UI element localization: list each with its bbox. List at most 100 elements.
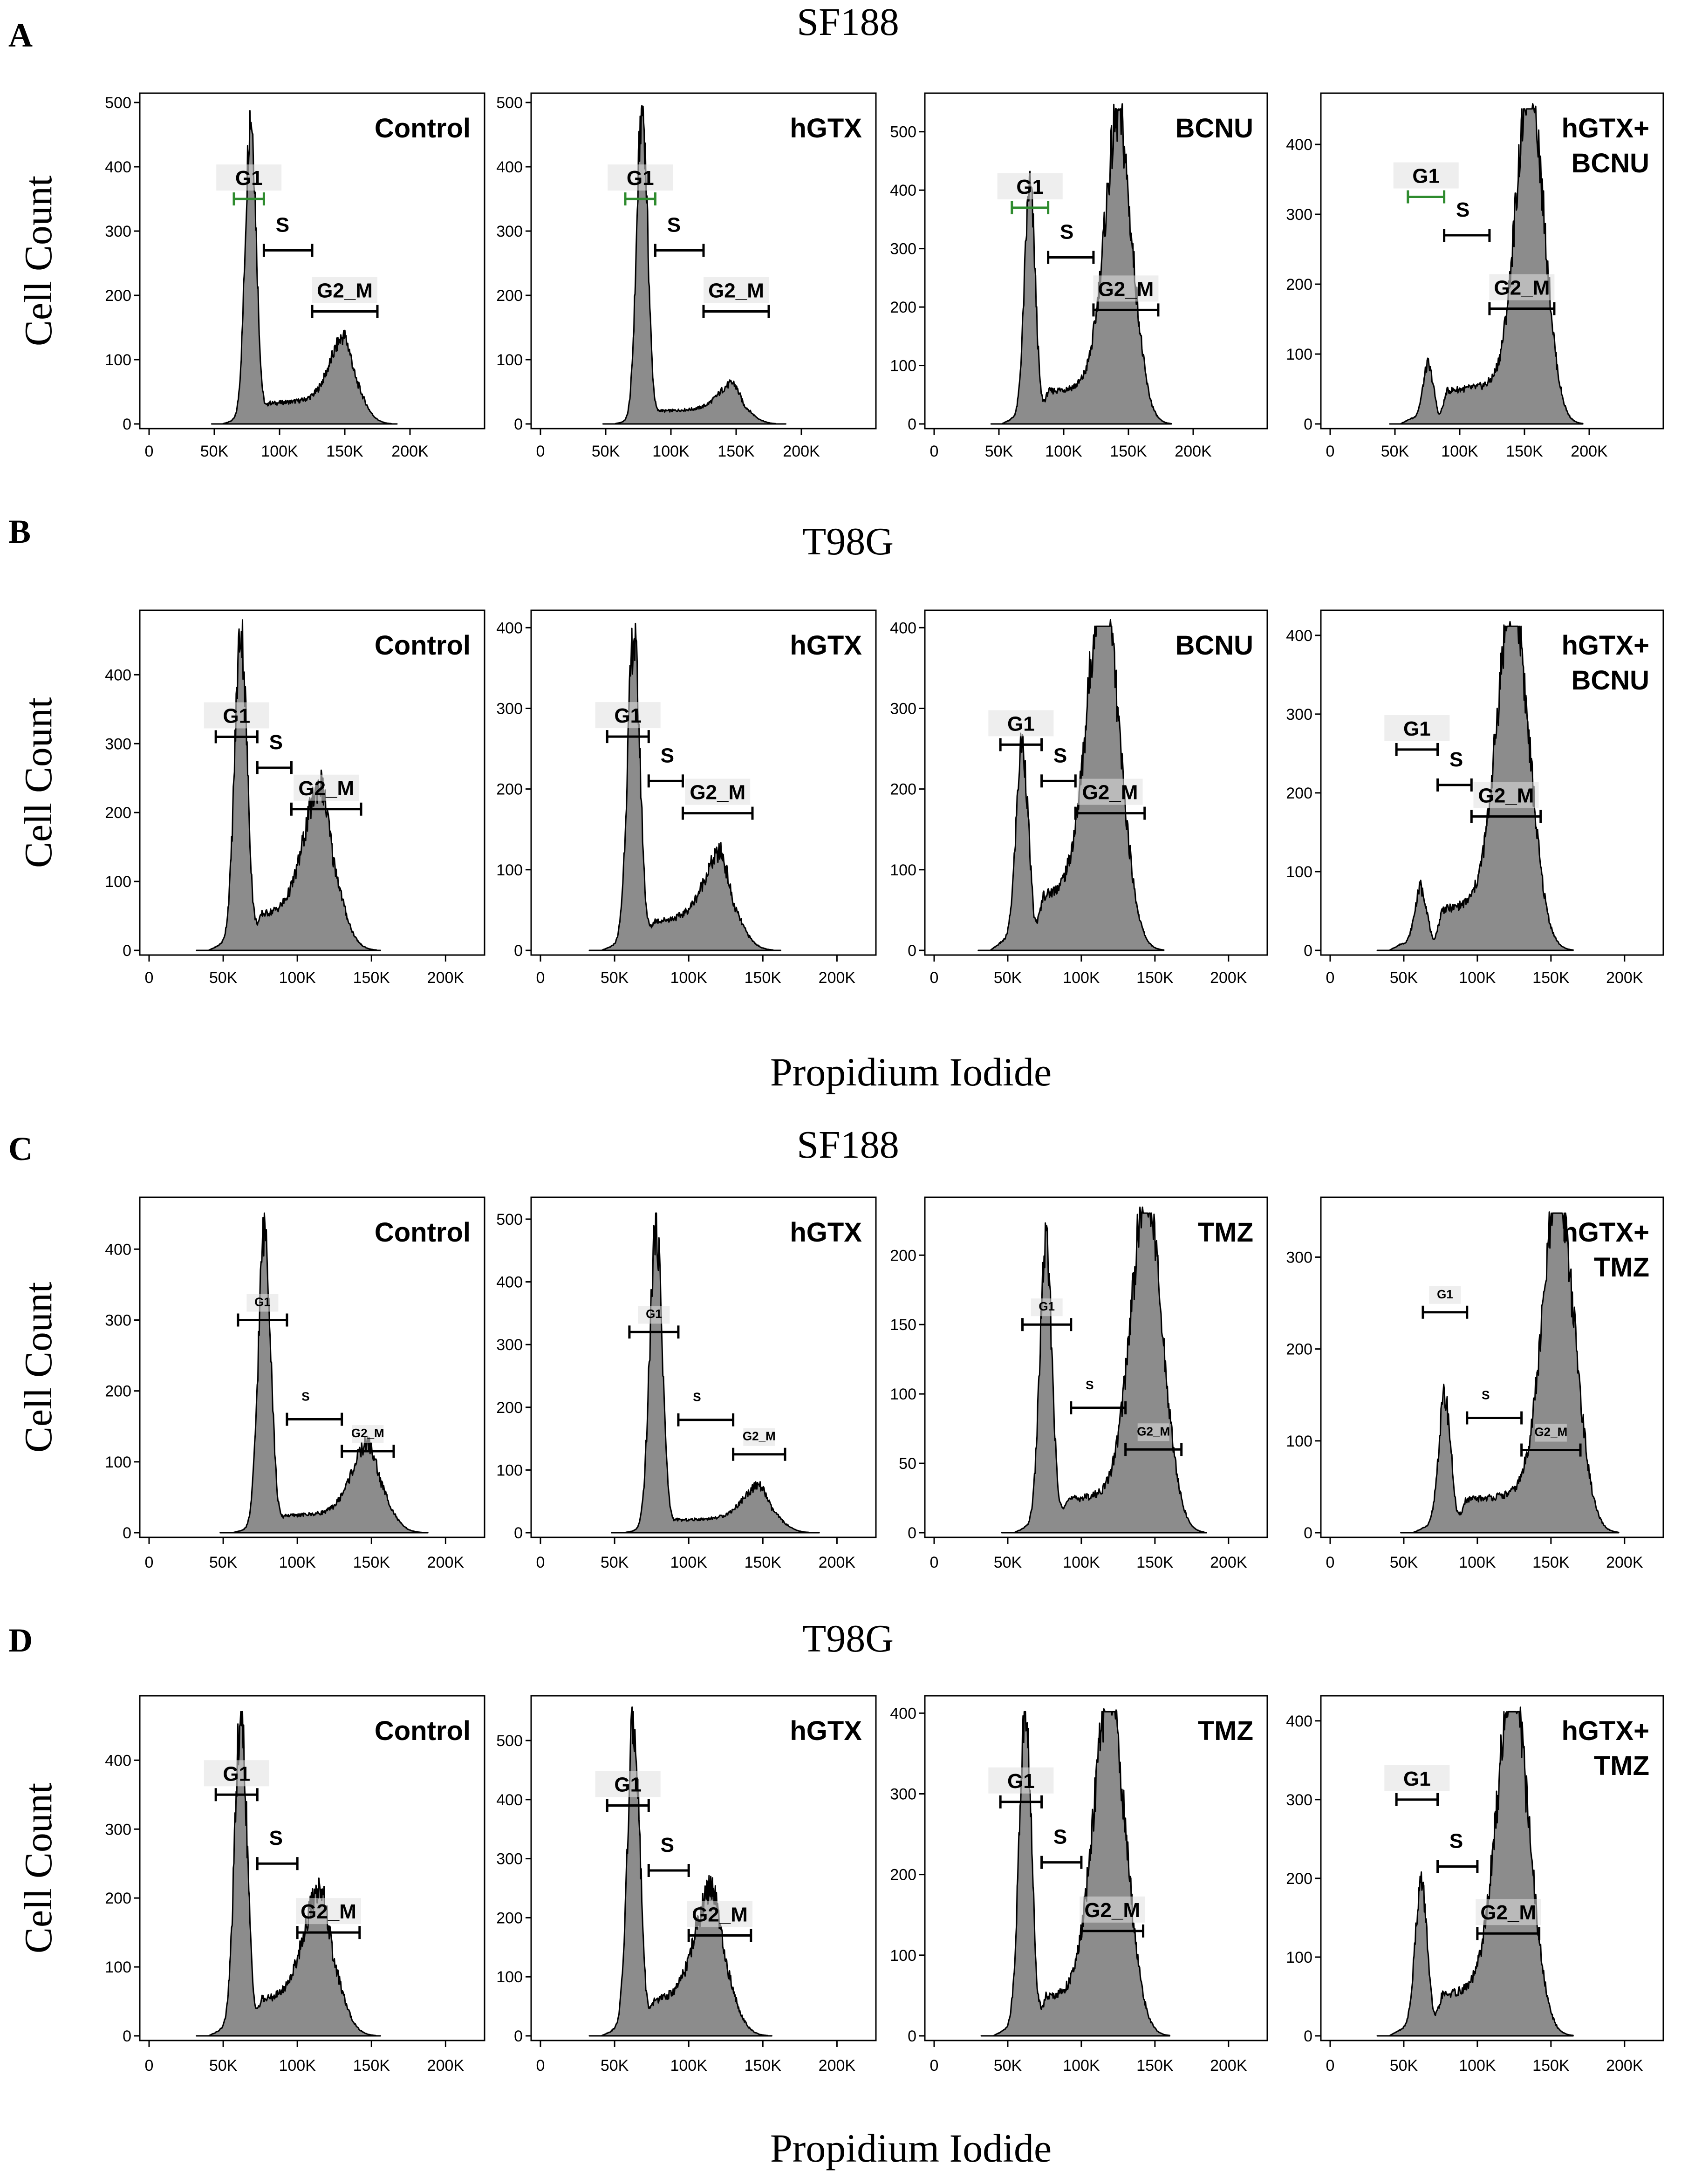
plot-frame bbox=[1320, 92, 1664, 430]
plot-frame bbox=[924, 1196, 1268, 1538]
histogram-area bbox=[196, 1711, 381, 2037]
x-tick-label: 100K bbox=[652, 443, 690, 460]
y-tick-label: 200 bbox=[105, 804, 131, 822]
x-tick-label: 50K bbox=[994, 1554, 1022, 1571]
gate-label: S bbox=[1053, 1826, 1067, 1849]
gate-label-box bbox=[216, 164, 282, 191]
y-axis-label: Cell Count bbox=[17, 697, 60, 868]
gate-label-box bbox=[595, 702, 661, 729]
gate-label: G1 bbox=[627, 167, 654, 190]
gate-label: S bbox=[1060, 220, 1073, 243]
gate-label: G1 bbox=[1437, 1287, 1453, 1301]
x-tick-label: 0 bbox=[930, 2057, 939, 2075]
y-tick-label: 100 bbox=[105, 351, 131, 369]
y-tick-label: 400 bbox=[105, 1241, 131, 1258]
histogram-A-4: 0 100 200 300 400 0 50K 100K 150K 200K hGTX+ BCNU G1… bbox=[1286, 92, 1664, 460]
y-tick-label: 300 bbox=[496, 1336, 523, 1354]
histogram-area bbox=[1376, 621, 1574, 951]
gate-label: G2_M bbox=[708, 280, 764, 302]
y-tick-label: 300 bbox=[105, 735, 131, 753]
gate-label: G2_M bbox=[1478, 785, 1534, 807]
y-tick-label: 200 bbox=[1286, 785, 1312, 802]
plot-frame bbox=[530, 92, 877, 430]
gate-label: G2_M bbox=[1084, 1899, 1140, 1922]
x-tick-label: 200K bbox=[427, 969, 465, 987]
panel-letter: B bbox=[8, 513, 31, 550]
x-tick-label: 150K bbox=[1136, 969, 1174, 987]
histogram-area bbox=[219, 1212, 429, 1534]
y-tick-label: 400 bbox=[105, 158, 131, 176]
treatment-label: hGTX bbox=[790, 1716, 862, 1746]
x-tick-label: 200K bbox=[1210, 1554, 1247, 1571]
gate-label: G2_M bbox=[690, 781, 745, 804]
gate-label: S bbox=[1086, 1378, 1093, 1392]
y-tick-label: 200 bbox=[1286, 1341, 1312, 1358]
y-tick-label: 200 bbox=[496, 287, 523, 305]
x-tick-label: 150K bbox=[1532, 1554, 1570, 1571]
x-tick-label: 0 bbox=[145, 2057, 154, 2075]
x-tick-label: 50K bbox=[209, 1554, 238, 1571]
gate-label-box bbox=[997, 173, 1063, 199]
gate-label: G1 bbox=[223, 1762, 250, 1785]
gate-label-box bbox=[296, 1898, 361, 1925]
y-tick-label: 100 bbox=[890, 861, 916, 879]
y-tick-label: 300 bbox=[496, 700, 523, 717]
x-tick-label: 0 bbox=[1326, 1554, 1335, 1571]
gate-label: G1 bbox=[614, 1774, 642, 1796]
panel-letter: C bbox=[8, 1130, 33, 1167]
x-tick-label: 0 bbox=[930, 969, 939, 987]
y-tick-label: 300 bbox=[890, 240, 916, 258]
x-tick-label: 150K bbox=[745, 1554, 782, 1571]
y-tick-label: 300 bbox=[890, 700, 916, 717]
y-tick-label: 400 bbox=[1286, 627, 1312, 645]
y-tick-label: 0 bbox=[908, 1524, 916, 1542]
gate-label-box bbox=[687, 1901, 752, 1927]
treatment-label: hGTX+ bbox=[1561, 1217, 1649, 1248]
gate-label: G1 bbox=[1403, 1768, 1431, 1790]
x-tick-label: 0 bbox=[536, 443, 545, 460]
x-tick-label: 100K bbox=[1459, 969, 1496, 987]
gate-label-box bbox=[1137, 1423, 1169, 1441]
histogram-D-1: 0 100 200 300 400 0 50K 100K 150K 200K Control G1 S G… bbox=[105, 1695, 485, 2075]
x-tick-label: 50K bbox=[601, 1554, 629, 1571]
gate-label-box bbox=[1393, 162, 1459, 189]
histogram-area bbox=[1400, 1211, 1620, 1534]
treatment-label: TMZ bbox=[1198, 1217, 1253, 1248]
gate-label: G2_M bbox=[351, 1426, 384, 1440]
gate-label: G1 bbox=[1039, 1299, 1055, 1313]
y-tick-label: 200 bbox=[105, 1890, 131, 1907]
x-tick-label: 50K bbox=[1390, 2057, 1418, 2075]
treatment-label: Control bbox=[375, 113, 471, 143]
x-tick-label: 200K bbox=[1210, 969, 1247, 987]
gate-label: G1 bbox=[1412, 165, 1440, 188]
histogram-area bbox=[211, 110, 398, 425]
x-tick-label: 150K bbox=[1136, 1554, 1174, 1571]
x-tick-label: 200K bbox=[427, 2057, 465, 2075]
y-tick-label: 100 bbox=[890, 1947, 916, 1965]
x-axis-label: Propidium Iodide bbox=[770, 1050, 1052, 1094]
x-tick-label: 0 bbox=[145, 1554, 154, 1571]
gate-label: S bbox=[1482, 1388, 1490, 1402]
x-tick-label: 200K bbox=[1210, 2057, 1247, 2075]
histogram-D-3: 0 100 200 300 400 0 50K 100K 150K 200K TMZ G1 S G2_M bbox=[890, 1695, 1268, 2075]
y-tick-label: 300 bbox=[105, 1821, 131, 1838]
x-tick-label: 50K bbox=[1390, 1554, 1418, 1571]
x-tick-label: 50K bbox=[1390, 969, 1418, 987]
gate-label-box bbox=[988, 1767, 1054, 1794]
gate-label-box bbox=[246, 1294, 279, 1312]
gate-label: S bbox=[661, 744, 674, 767]
treatment-label: TMZ bbox=[1198, 1716, 1253, 1746]
gate-label: G1 bbox=[235, 167, 263, 190]
cell-line-title: SF188 bbox=[797, 0, 899, 44]
treatment-label: BCNU bbox=[1571, 148, 1649, 178]
x-tick-label: 200K bbox=[1571, 443, 1608, 460]
gate-label: S bbox=[1456, 198, 1469, 221]
gate-label: S bbox=[667, 213, 681, 236]
histogram-area bbox=[1389, 103, 1584, 425]
x-tick-label: 100K bbox=[1045, 443, 1082, 460]
gate-label: G2_M bbox=[743, 1429, 776, 1443]
histogram-B-4: 0 100 200 300 400 0 50K 100K 150K 200K hGTX+ BCNU G1… bbox=[1286, 609, 1664, 987]
gate-label: G2_M bbox=[317, 280, 373, 302]
x-tick-label: 100K bbox=[279, 969, 316, 987]
cell-line-title: SF188 bbox=[797, 1123, 899, 1167]
